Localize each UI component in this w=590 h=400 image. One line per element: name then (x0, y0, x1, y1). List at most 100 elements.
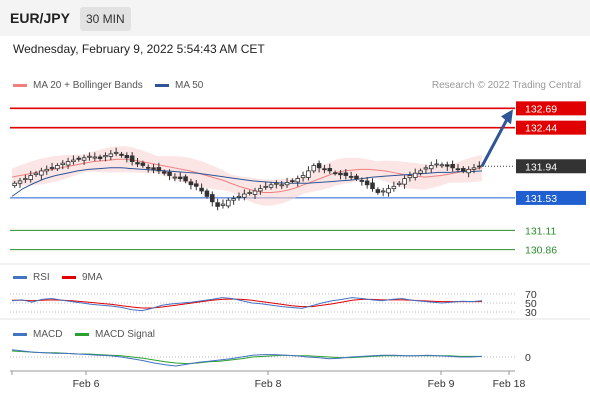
x-tick-label: Feb 8 (255, 378, 282, 390)
candle-body (284, 182, 290, 186)
macd-label: MACD (33, 329, 63, 340)
candle-body (322, 168, 327, 171)
candle-body (306, 170, 311, 178)
candle-body (113, 151, 119, 154)
candle-body (199, 187, 204, 192)
candle-body (97, 156, 103, 159)
legend-rsi: RSI (13, 272, 50, 283)
candle-body (274, 182, 279, 185)
timeframe-button[interactable]: 30 MIN (80, 7, 131, 31)
candle-body (17, 180, 23, 184)
candle-body (124, 155, 130, 159)
candle-body (332, 172, 338, 175)
candle-body (461, 168, 466, 172)
candle-body (455, 168, 461, 171)
candle-body (290, 180, 295, 183)
candle-body (418, 170, 423, 174)
candle-body (12, 182, 17, 186)
candle-body (87, 155, 92, 158)
candle-body (33, 172, 39, 175)
candle-body (258, 188, 263, 192)
candle-body (145, 166, 151, 169)
candle-body (193, 183, 199, 187)
rsi-label: RSI (33, 272, 50, 283)
ma9-label: 9MA (82, 272, 103, 283)
candle-body (76, 157, 82, 160)
x-tick-label: Feb 6 (73, 378, 100, 390)
candle-body (242, 193, 247, 198)
chart-panel (0, 36, 590, 400)
candle-body (44, 168, 49, 172)
macd-zero-label: 0 (525, 352, 531, 364)
candle-body (311, 165, 317, 172)
candle-body (471, 167, 477, 170)
candle-body (263, 185, 268, 188)
candle-body (386, 188, 391, 194)
timestamp: Wednesday, February 9, 2022 5:54:43 AM C… (13, 42, 265, 56)
candle-body (28, 175, 33, 180)
candle-body (268, 184, 274, 188)
candle-body (423, 167, 429, 170)
macd-line (11, 349, 483, 367)
candle-body (49, 167, 55, 169)
x-tick-label: Feb 18 (493, 378, 526, 390)
level-label-1: 132.44 (525, 123, 557, 135)
level-badge-0 (516, 101, 586, 116)
signal-label: MACD Signal (95, 329, 156, 340)
candle-body (359, 180, 365, 182)
candle-body (407, 175, 413, 179)
candle-body (161, 171, 167, 174)
ma20-swatch (13, 84, 27, 87)
candle-body (119, 153, 124, 156)
candle-body (477, 165, 482, 168)
candle-body (380, 190, 386, 193)
candle-body (466, 168, 471, 174)
candle-body (396, 182, 402, 185)
rsi-level-label: 50 (525, 298, 537, 310)
candle-body (167, 171, 172, 176)
candle-body (188, 181, 194, 186)
signal-swatch (75, 333, 89, 336)
level-badge-1 (516, 120, 586, 135)
candle-body (434, 163, 439, 166)
level-badge-3 (516, 190, 586, 205)
candle-body (60, 162, 66, 165)
candle-body (220, 203, 226, 206)
candle-body (204, 190, 210, 197)
candle-body (65, 161, 71, 166)
ma20-label: MA 20 + Bollinger Bands (33, 80, 143, 91)
rsi-level-label: 30 (525, 307, 537, 319)
candle-body (252, 190, 258, 195)
forecast-arrow-shaft (480, 118, 509, 167)
candle-body (375, 189, 381, 193)
candle-body (391, 185, 397, 190)
ma9-swatch (62, 276, 76, 279)
candle-body (300, 175, 306, 179)
x-tick-label: Feb 9 (428, 378, 455, 390)
candle-body (445, 164, 450, 167)
candle-body (81, 157, 87, 161)
rsi-level-label: 70 (525, 289, 537, 301)
candle-body (215, 202, 220, 207)
ma50-label: MA 50 (175, 80, 204, 91)
candle-body (247, 192, 252, 194)
bollinger-band (12, 146, 482, 206)
legend-signal: MACD Signal (75, 329, 155, 340)
candle-body (92, 156, 98, 159)
candle-body (55, 165, 60, 170)
candle-body (172, 176, 178, 179)
candle-body (210, 194, 215, 203)
legend-ma20: MA 20 + Bollinger Bands (13, 80, 143, 91)
candle-body (338, 172, 343, 176)
legend-macd: MACD (13, 329, 62, 340)
candle-body (412, 172, 418, 178)
rsi-line (11, 297, 483, 312)
symbol-label: EUR/JPY (10, 10, 70, 26)
candle-body (327, 168, 333, 172)
candle-body (226, 199, 231, 207)
candle-body (450, 164, 455, 169)
rsi-swatch (13, 276, 27, 279)
candle-body (156, 167, 162, 172)
level-label-0: 132.69 (525, 103, 557, 115)
